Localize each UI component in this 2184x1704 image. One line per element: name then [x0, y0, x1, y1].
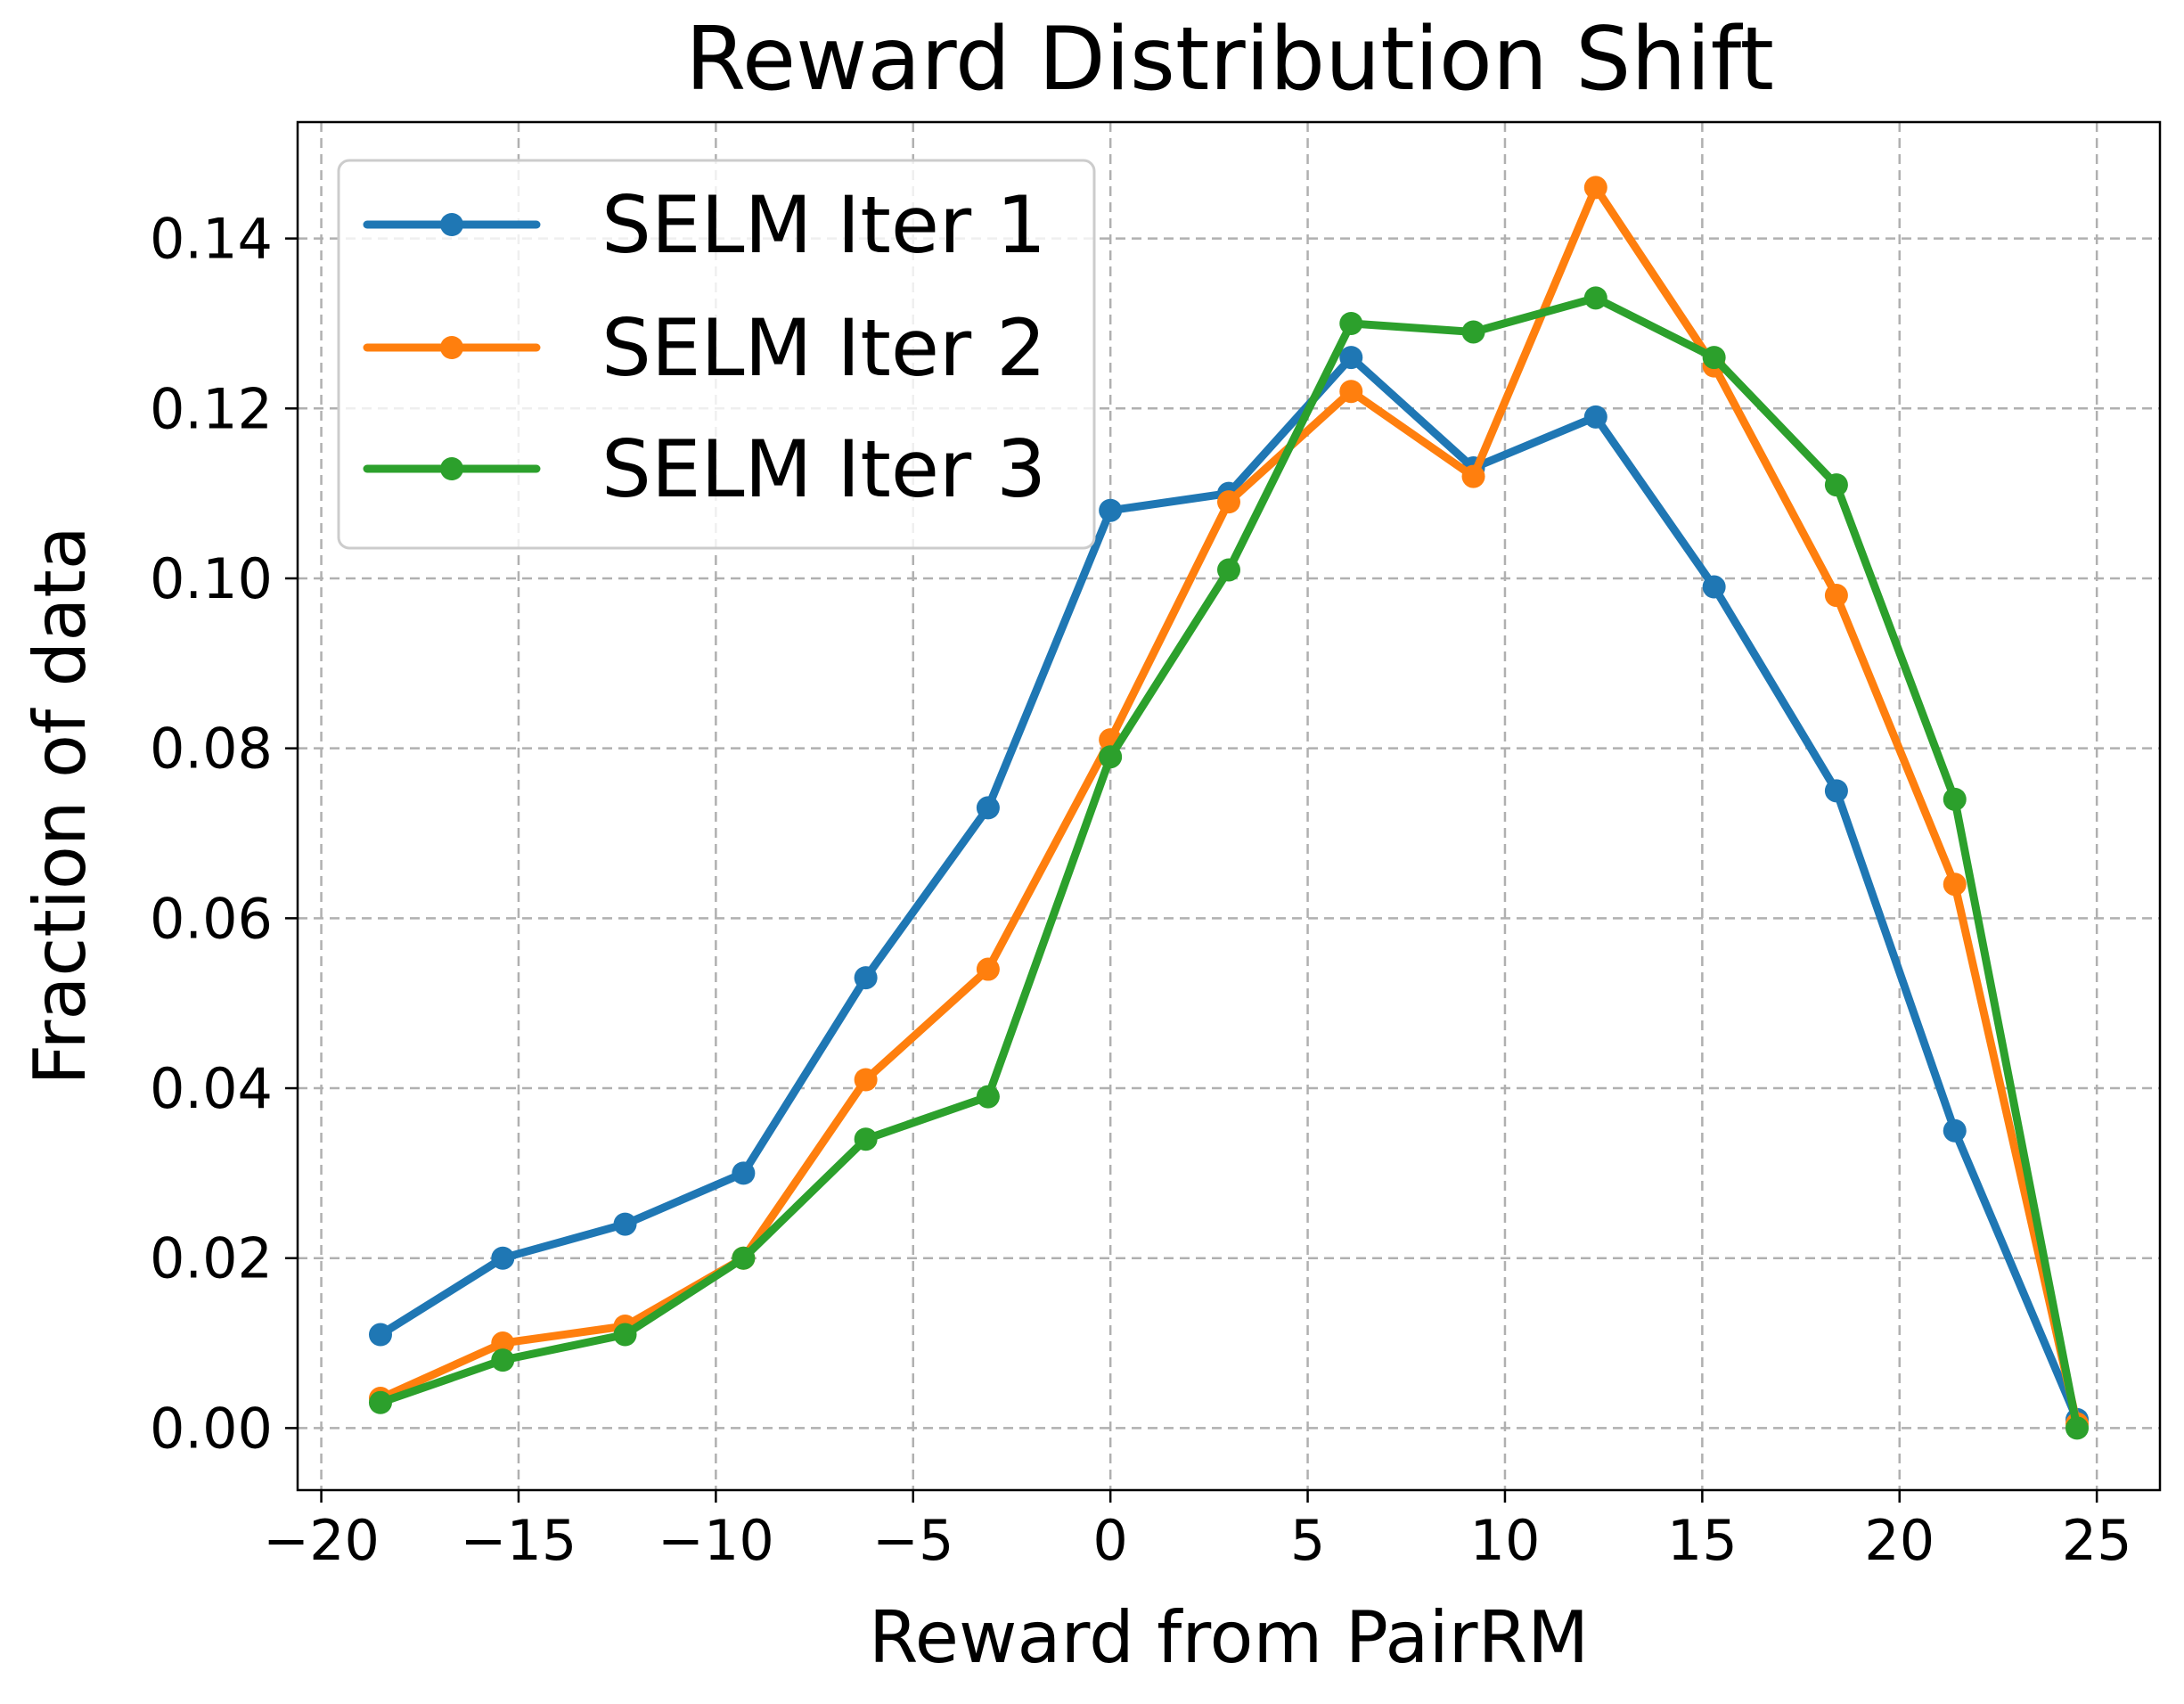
- data-point: [1943, 787, 1967, 811]
- data-point: [976, 957, 1000, 981]
- data-point: [732, 1246, 756, 1270]
- data-point: [1099, 498, 1123, 522]
- data-point: [491, 1331, 515, 1356]
- x-tick-label: 20: [1864, 1508, 1935, 1573]
- data-point: [1824, 584, 1848, 608]
- data-point: [1339, 346, 1363, 370]
- data-point: [1217, 490, 1240, 514]
- y-ticks: 0.00 0.02 0.04 0.06 0.08 0.10 0.12 0.14: [150, 207, 298, 1461]
- series-group: [368, 176, 2090, 1440]
- legend-label: SELM Iter 3: [601, 423, 1046, 515]
- y-tick-label: 0.08: [150, 717, 273, 782]
- data-point: [368, 1323, 392, 1347]
- x-tick-label: 25: [2062, 1508, 2132, 1573]
- data-point: [491, 1246, 515, 1270]
- data-point: [1583, 176, 1607, 200]
- y-tick-label: 0.06: [150, 886, 273, 951]
- x-axis-label: Reward from PairRM: [869, 1596, 1589, 1679]
- chart-title: Reward Distribution Shift: [685, 9, 1774, 111]
- data-point: [1217, 558, 1240, 582]
- x-tick-label: 0: [1092, 1508, 1127, 1573]
- legend-label: SELM Iter 1: [601, 179, 1046, 271]
- plot-area-frame: [296, 120, 2162, 1492]
- y-tick-label: 0.10: [150, 546, 273, 611]
- y-axis-label: Fraction of data: [19, 526, 102, 1085]
- x-tick-label: −5: [872, 1508, 953, 1573]
- data-point: [2065, 1416, 2090, 1440]
- data-point: [976, 796, 1000, 820]
- y-tick-label: 0.14: [150, 207, 273, 272]
- x-tick-label: −10: [658, 1508, 774, 1573]
- data-point: [613, 1323, 637, 1347]
- data-point: [613, 1212, 637, 1236]
- data-point: [1702, 346, 1726, 370]
- legend-marker: [440, 336, 463, 359]
- data-point: [976, 1085, 1000, 1109]
- data-point: [732, 1161, 756, 1185]
- data-point: [1339, 380, 1363, 404]
- data-point: [854, 1127, 878, 1151]
- data-point: [1583, 405, 1607, 429]
- y-tick-label: 0.12: [150, 376, 273, 441]
- data-point: [1583, 286, 1607, 310]
- data-point: [1702, 575, 1726, 599]
- data-point: [1461, 320, 1485, 344]
- data-point: [368, 1390, 392, 1414]
- y-tick-label: 0.00: [150, 1396, 273, 1461]
- x-tick-label: −20: [263, 1508, 380, 1573]
- series-3: [368, 286, 2090, 1440]
- x-tick-label: 15: [1667, 1508, 1738, 1573]
- data-point: [1824, 779, 1848, 803]
- legend: SELM Iter 1 SELM Iter 2 SELM Iter 3: [337, 159, 1096, 550]
- legend-marker: [440, 213, 463, 236]
- data-point: [1099, 745, 1123, 769]
- data-point: [1461, 464, 1485, 488]
- legend-label: SELM Iter 2: [601, 302, 1046, 394]
- x-ticks: −20 −15 −10 −5 0 5 10 15 20 25: [263, 1490, 2132, 1573]
- y-tick-label: 0.04: [150, 1056, 273, 1121]
- data-point: [1943, 1118, 1967, 1143]
- data-point: [1339, 311, 1363, 335]
- data-point: [1824, 473, 1848, 497]
- y-tick-label: 0.02: [150, 1226, 273, 1291]
- data-point: [854, 966, 878, 990]
- data-point: [1943, 872, 1967, 897]
- x-tick-label: −15: [461, 1508, 577, 1573]
- x-tick-label: 5: [1290, 1508, 1325, 1573]
- legend-box: [337, 159, 1096, 550]
- data-point: [491, 1348, 515, 1372]
- data-point: [854, 1068, 878, 1092]
- x-tick-label: 10: [1470, 1508, 1541, 1573]
- legend-marker: [440, 457, 463, 480]
